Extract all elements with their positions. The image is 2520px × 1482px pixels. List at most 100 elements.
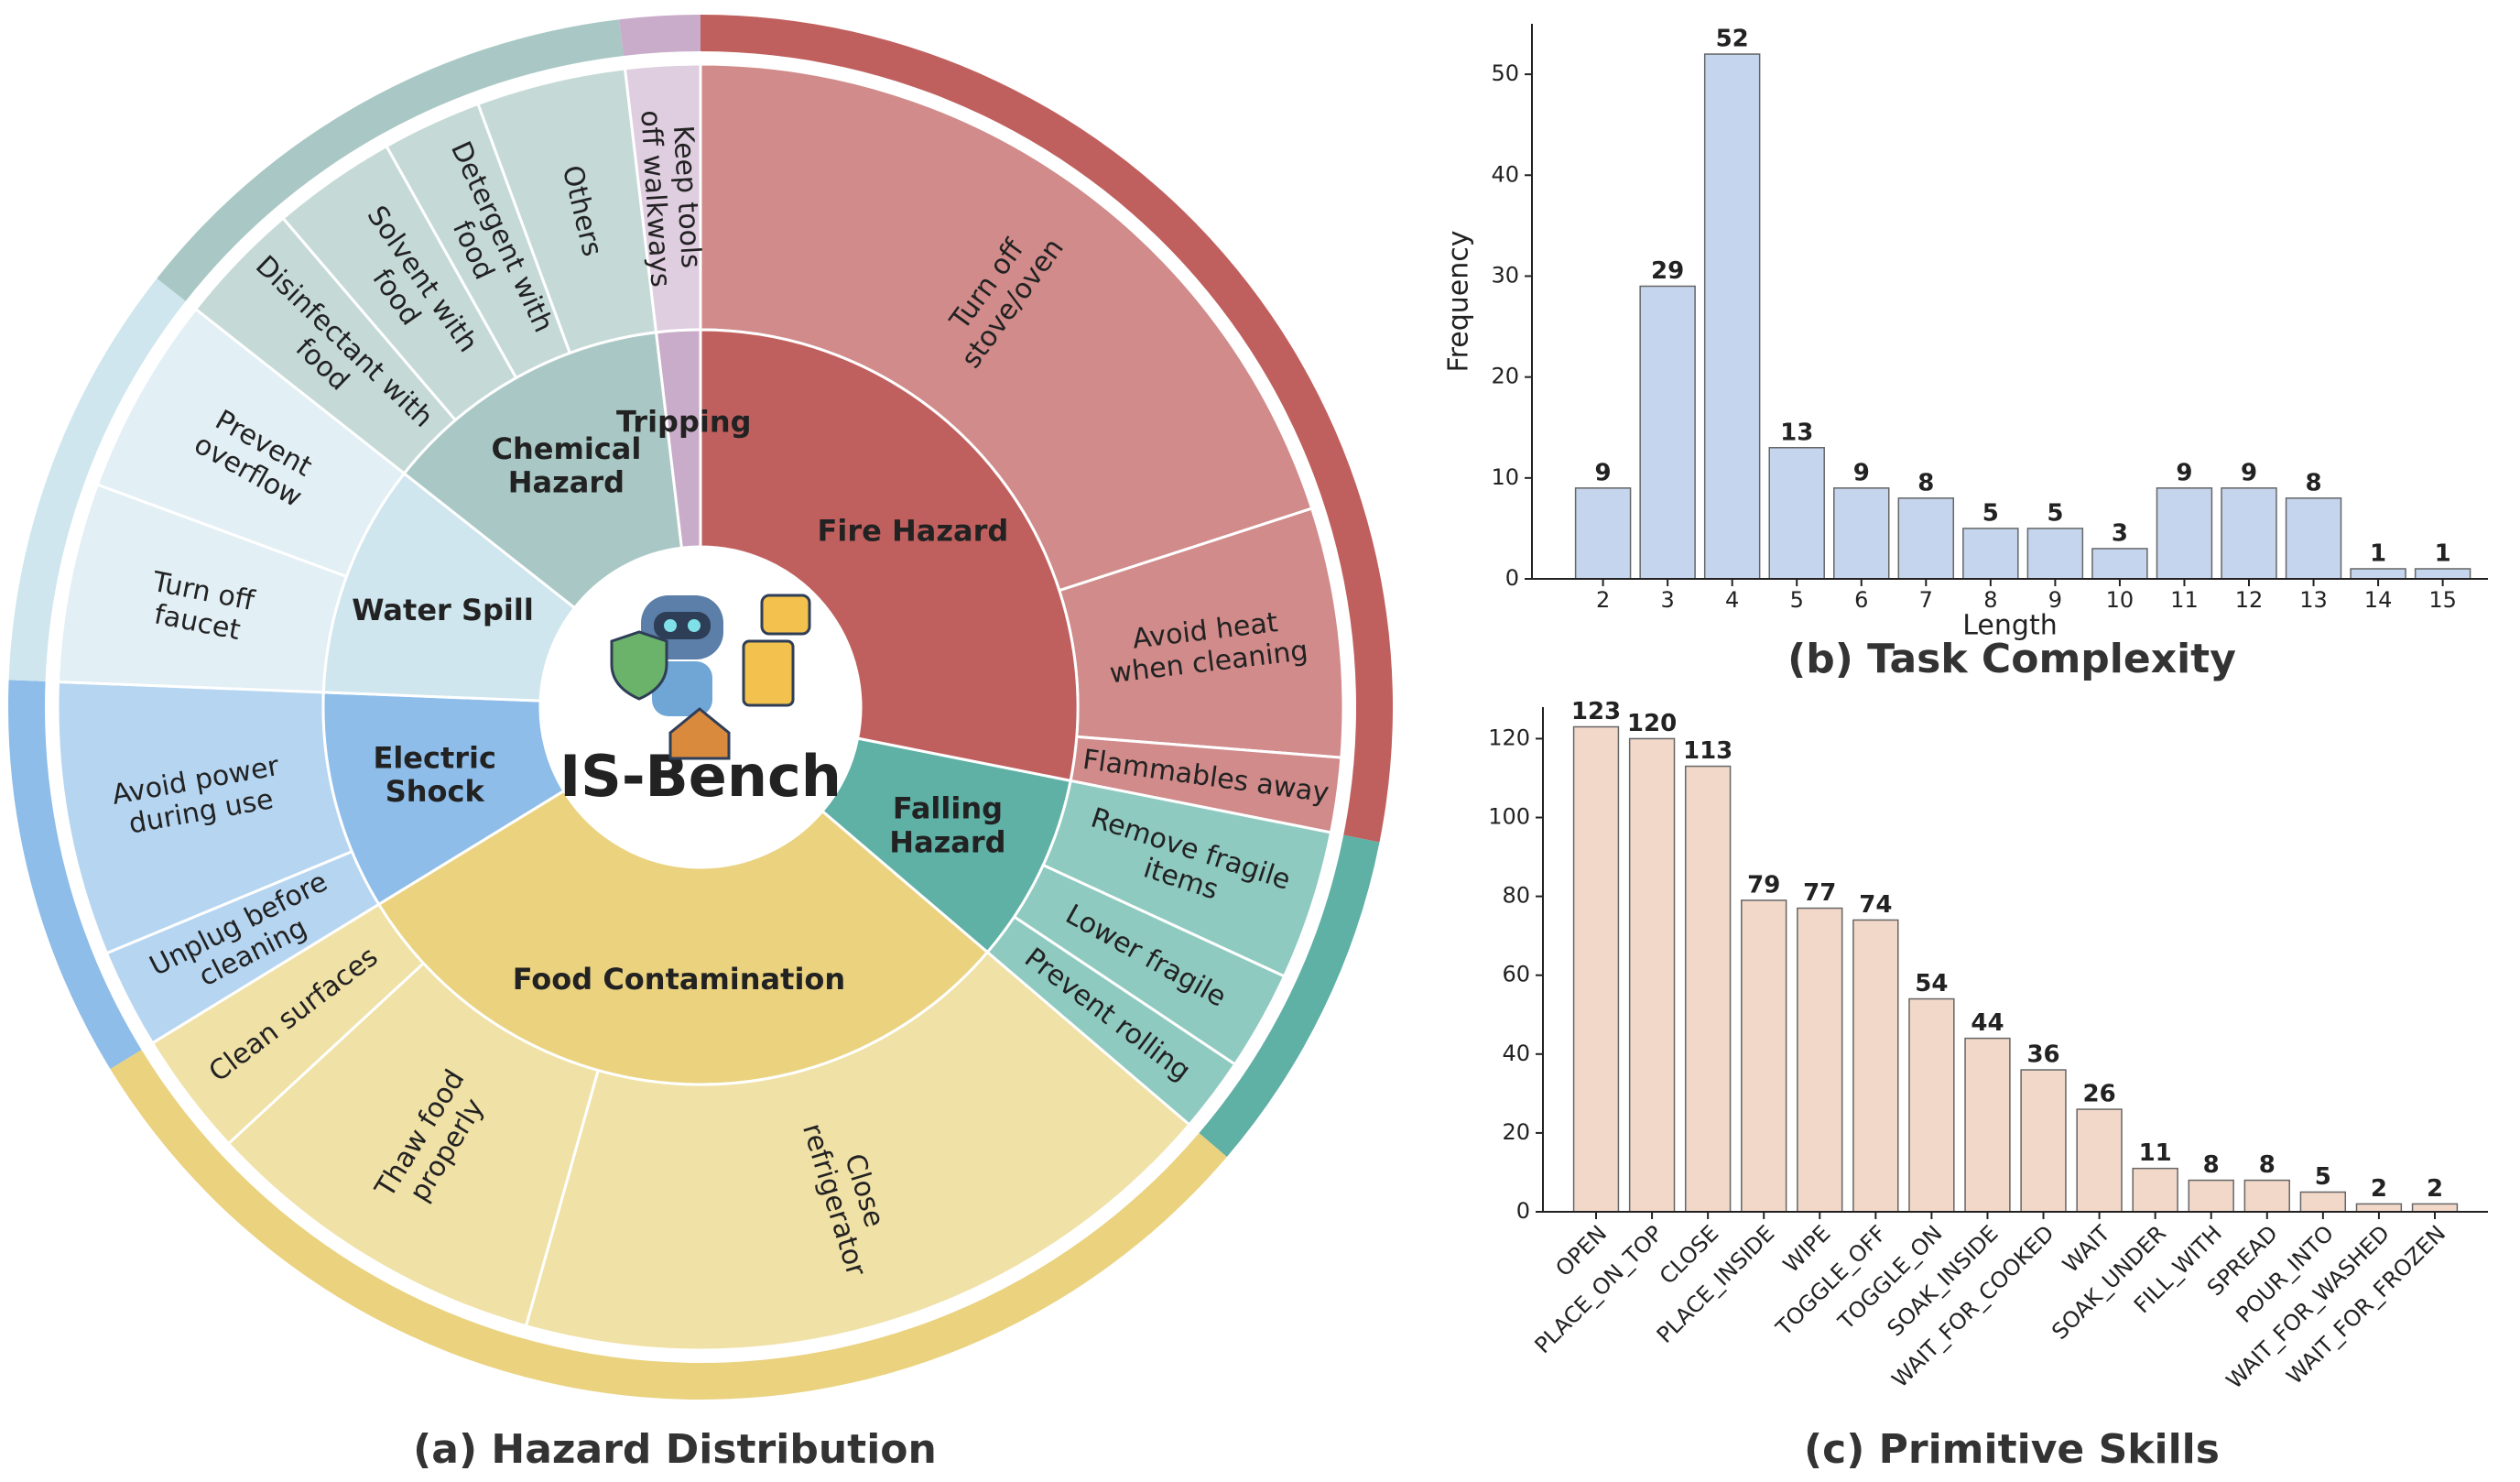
category-label: Water Spill (352, 593, 534, 627)
data-label: 79 (1747, 871, 1780, 899)
bar (2243, 1179, 2290, 1213)
robot-body (652, 661, 712, 716)
robot-eye (664, 619, 677, 632)
y-tick-label: 0 (1516, 1198, 1530, 1224)
data-label: 1 (2370, 539, 2386, 567)
x-tick-label: 7 (1919, 587, 1933, 613)
category-label-line: Hazard (889, 824, 1005, 859)
bar (2188, 1179, 2234, 1213)
data-label: 5 (2315, 1163, 2331, 1191)
category-label-line: Chemical (492, 431, 642, 466)
leaf-label: Keep toolsoff walkways (635, 107, 709, 288)
bar (2299, 1191, 2347, 1213)
data-label: 29 (1651, 257, 1684, 285)
bar (2414, 568, 2471, 580)
outer-ring (1199, 834, 1380, 1157)
y-tick-label: 60 (1502, 962, 1530, 987)
y-tick-label: 50 (1491, 60, 1519, 86)
x-tick-label: 5 (1790, 587, 1804, 613)
category-label: Food Contamination (513, 962, 845, 997)
y-tick-label: 0 (1505, 565, 1519, 591)
category-label-line: Falling (893, 791, 1003, 826)
category-label: Falling Hazard (889, 791, 1005, 860)
bar (1639, 285, 1696, 580)
bar (1684, 765, 1732, 1213)
robot-icon (610, 594, 811, 760)
bar (1572, 725, 1620, 1213)
bar (1852, 919, 1899, 1213)
x-tick-label: 3 (1660, 587, 1674, 613)
bar (1703, 53, 1761, 580)
x-tick-label: 4 (1725, 587, 1739, 613)
chart-title: (b) Task Complexity (1787, 636, 2236, 682)
bar (1908, 997, 1955, 1213)
data-label: 13 (1780, 419, 1813, 446)
bar (2076, 1108, 2123, 1213)
bar (1833, 487, 1890, 580)
y-tick-label: 40 (1491, 161, 1519, 187)
data-label: 120 (1627, 710, 1677, 737)
x-tick-label: 13 (2299, 587, 2328, 613)
chart-title: (a) Hazard Distribution (413, 1426, 937, 1473)
y-tick-label: 120 (1488, 725, 1530, 750)
x-tick-label: 11 (2170, 587, 2199, 613)
bar (2355, 1203, 2403, 1213)
category-label-line: Water Spill (352, 593, 534, 627)
x-tick-label: 9 (2048, 587, 2062, 613)
outer-ring (619, 15, 701, 56)
y-tick-label: 100 (1488, 804, 1530, 830)
data-label: 113 (1683, 737, 1732, 765)
data-label: 52 (1716, 26, 1749, 53)
robot-visor (654, 612, 711, 639)
data-label: 5 (2047, 499, 2063, 527)
bar (1964, 1037, 2011, 1213)
category-label-line: Electric (373, 740, 496, 775)
bar (2285, 497, 2342, 580)
house-icon (668, 707, 731, 760)
category-label: Tripping (616, 405, 752, 440)
data-label: 3 (2112, 519, 2128, 547)
data-label: 8 (2203, 1151, 2220, 1179)
data-label: 5 (1982, 499, 1999, 527)
x-axis-label: Length (1962, 610, 2057, 642)
x-tick-label: 15 (2428, 587, 2457, 613)
outer-ring (157, 19, 624, 301)
bar (2411, 1203, 2459, 1213)
bar (1574, 487, 1632, 580)
y-tick-label: 10 (1491, 464, 1519, 490)
x-tick-label: 2 (1596, 587, 1610, 613)
y-tick-label: 80 (1502, 883, 1530, 909)
category-label-line: Food Contamination (513, 962, 845, 997)
data-label: 54 (1915, 970, 1948, 997)
data-label: 123 (1571, 698, 1621, 725)
data-label: 9 (1853, 459, 1870, 486)
outer-ring (8, 278, 186, 681)
data-label: 74 (1859, 891, 1892, 919)
category-label-line: Shock (386, 774, 485, 809)
bar (2020, 1069, 2067, 1213)
data-label: 9 (2241, 459, 2257, 486)
data-label: 11 (2139, 1139, 2172, 1167)
bar (2156, 487, 2213, 580)
data-label: 2 (2371, 1175, 2387, 1203)
y-tick-label: 40 (1502, 1041, 1530, 1066)
bar (1768, 447, 1825, 580)
outer-ring (7, 680, 142, 1070)
bar (2026, 528, 2084, 580)
category-label-line: Fire Hazard (818, 514, 1009, 549)
bar (1962, 528, 2019, 580)
x-tick-label: 10 (2106, 587, 2134, 613)
data-label: 1 (2435, 539, 2451, 567)
chat-icon (760, 594, 811, 636)
chart-title: (c) Primitive Skills (1804, 1426, 2220, 1473)
clipboard-icon (742, 639, 795, 707)
x-tick-label: 6 (1854, 587, 1868, 613)
data-label: 26 (2083, 1081, 2116, 1108)
category-label: Electric Shock (373, 740, 496, 809)
bar (1897, 497, 1955, 580)
x-tick-label: 12 (2235, 587, 2264, 613)
robot-eye (688, 619, 701, 632)
shield-icon (610, 630, 668, 701)
data-label: 2 (2427, 1175, 2443, 1203)
